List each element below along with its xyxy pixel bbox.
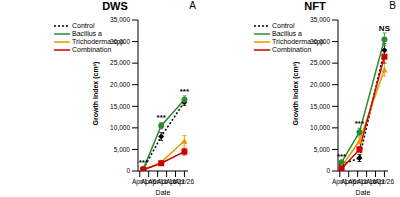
svg-text:20,000: 20,000 (110, 81, 130, 88)
svg-text:0: 0 (126, 167, 130, 174)
svg-text:10,000: 10,000 (310, 124, 330, 131)
svg-text:Date: Date (156, 189, 171, 195)
svg-text:35,000: 35,000 (310, 16, 330, 23)
svg-text:30,000: 30,000 (110, 38, 130, 45)
svg-text:NS: NS (379, 24, 391, 33)
svg-text:***: *** (157, 113, 167, 122)
svg-text:15,000: 15,000 (110, 103, 130, 110)
svg-text:30,000: 30,000 (310, 38, 330, 45)
svg-text:***: *** (180, 87, 190, 96)
svg-text:***: *** (355, 119, 365, 128)
svg-text:Growth Index (cm³): Growth Index (cm³) (292, 62, 300, 126)
svg-text:25,000: 25,000 (310, 59, 330, 66)
svg-text:Apr/26: Apr/26 (375, 178, 392, 186)
svg-text:15,000: 15,000 (310, 103, 330, 110)
svg-text:20,000: 20,000 (310, 81, 330, 88)
svg-text:10,000: 10,000 (110, 124, 130, 131)
svg-text:5,000: 5,000 (314, 146, 331, 153)
svg-text:35,000: 35,000 (110, 16, 130, 23)
svg-text:***: *** (139, 158, 149, 167)
svg-text:25,000: 25,000 (110, 59, 130, 66)
svg-text:0: 0 (326, 167, 330, 174)
svg-text:Date: Date (356, 189, 371, 195)
svg-text:Growth Index (cm³): Growth Index (cm³) (92, 62, 100, 126)
svg-text:5,000: 5,000 (114, 146, 131, 153)
svg-text:***: *** (337, 152, 347, 161)
svg-text:Apr/26: Apr/26 (175, 178, 195, 186)
